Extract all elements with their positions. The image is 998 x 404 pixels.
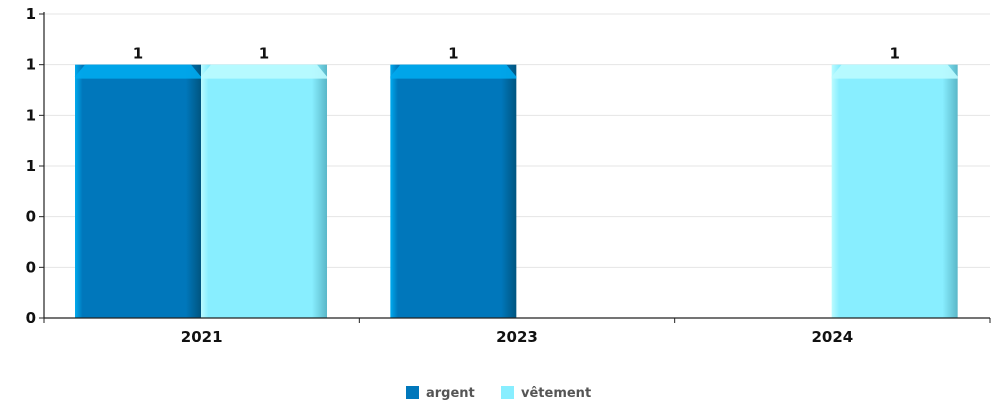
bar-vêtement-2021 — [201, 64, 327, 319]
bar-argent-2023 — [390, 64, 517, 319]
y-tick-label: 0 — [26, 309, 36, 327]
bars — [75, 64, 958, 319]
y-tick-label: 1 — [26, 56, 36, 74]
y-tick-label: 0 — [26, 208, 36, 226]
data-label: 1 — [889, 45, 899, 63]
x-tick-label: 2021 — [181, 328, 223, 346]
legend-swatch-argent — [406, 386, 419, 399]
data-label: 1 — [133, 45, 143, 63]
legend-label-vêtement: vêtement — [521, 386, 591, 401]
x-tick-label: 2024 — [811, 328, 853, 346]
data-label: 1 — [259, 45, 269, 63]
x-tick-label: 2023 — [496, 328, 538, 346]
bar-argent-2021 — [75, 64, 201, 319]
y-tick-label: 1 — [26, 5, 36, 23]
data-labels: 1 1 1 1 — [133, 45, 900, 63]
y-tick-label: 1 — [26, 157, 36, 175]
legend-label-argent: argent — [426, 386, 475, 401]
data-label: 1 — [448, 45, 458, 63]
legend: argent vêtement — [406, 386, 591, 401]
bar-vêtement-2024 — [831, 64, 958, 319]
y-tick-label: 1 — [26, 106, 36, 124]
legend-swatch-vêtement — [501, 386, 514, 399]
axes: 0 0 0 1 1 1 1 2021 2023 2024 — [26, 5, 991, 346]
y-tick-label: 0 — [26, 258, 36, 276]
